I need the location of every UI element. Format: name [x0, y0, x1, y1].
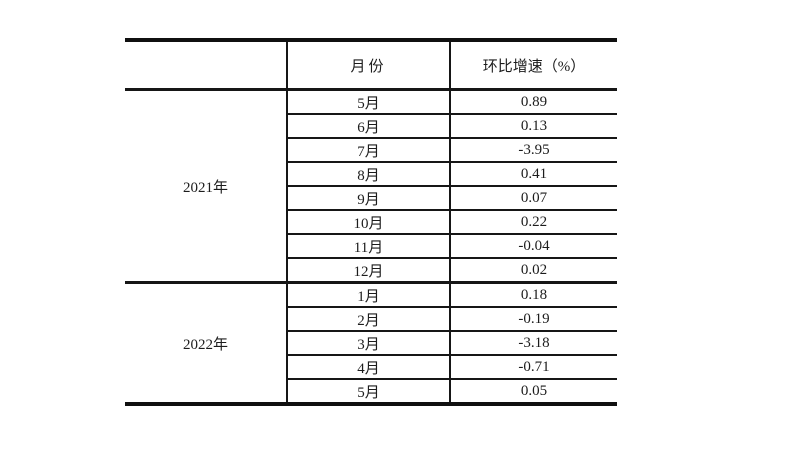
value-cell: -3.95 [450, 138, 617, 163]
table-row: 10月 0.22 [125, 210, 617, 235]
table-row: 11月 -0.04 [125, 234, 617, 259]
value-cell: 0.05 [450, 379, 617, 405]
year-cell-2021: 2021年 [125, 89, 288, 284]
growth-header-cell: 环比增速（%） [450, 40, 617, 91]
mom-growth-table: 月份 环比增速（%） 2021年 5月 0.89 6月 0.13 7月 -3.9… [125, 38, 617, 406]
month-cell: 5月 [287, 379, 451, 405]
table-row: 5月 0.05 [125, 379, 617, 405]
value-cell: 0.07 [450, 186, 617, 211]
month-cell: 4月 [287, 355, 451, 380]
value-cell: 0.18 [450, 282, 617, 308]
month-cell: 1月 [287, 282, 451, 308]
month-cell: 12月 [287, 258, 451, 284]
table-row: 4月 -0.71 [125, 355, 617, 380]
month-cell: 9月 [287, 186, 451, 211]
month-header-cell: 月份 [287, 40, 451, 91]
table-row: 3月 -3.18 [125, 331, 617, 356]
table-row: 2022年 1月 0.18 [125, 282, 617, 406]
month-cell: 2月 [287, 307, 451, 332]
value-cell: 0.41 [450, 162, 617, 187]
table-row: 12月 0.02 [125, 258, 617, 284]
table-row: 7月 -3.95 [125, 138, 617, 163]
year-cell-2022: 2022年 [125, 282, 288, 406]
value-cell: -0.71 [450, 355, 617, 380]
value-cell: -3.18 [450, 331, 617, 356]
table-row: 2月 -0.19 [125, 307, 617, 332]
month-cell: 3月 [287, 331, 451, 356]
month-cell: 10月 [287, 210, 451, 235]
value-cell: 0.89 [450, 89, 617, 115]
month-cell: 8月 [287, 162, 451, 187]
value-cell: 0.13 [450, 114, 617, 139]
value-cell: 0.22 [450, 210, 617, 235]
table-row: 6月 0.13 [125, 114, 617, 139]
table-header-row: 月份 环比增速（%） [125, 40, 617, 91]
month-cell: 5月 [287, 89, 451, 115]
year-header-cell [125, 40, 288, 91]
table-row: 8月 0.41 [125, 162, 617, 187]
month-cell: 7月 [287, 138, 451, 163]
value-cell: 0.02 [450, 258, 617, 284]
value-cell: -0.04 [450, 234, 617, 259]
table-row: 2021年 5月 0.89 [125, 89, 617, 284]
value-cell: -0.19 [450, 307, 617, 332]
table-row: 9月 0.07 [125, 186, 617, 211]
month-cell: 11月 [287, 234, 451, 259]
month-cell: 6月 [287, 114, 451, 139]
